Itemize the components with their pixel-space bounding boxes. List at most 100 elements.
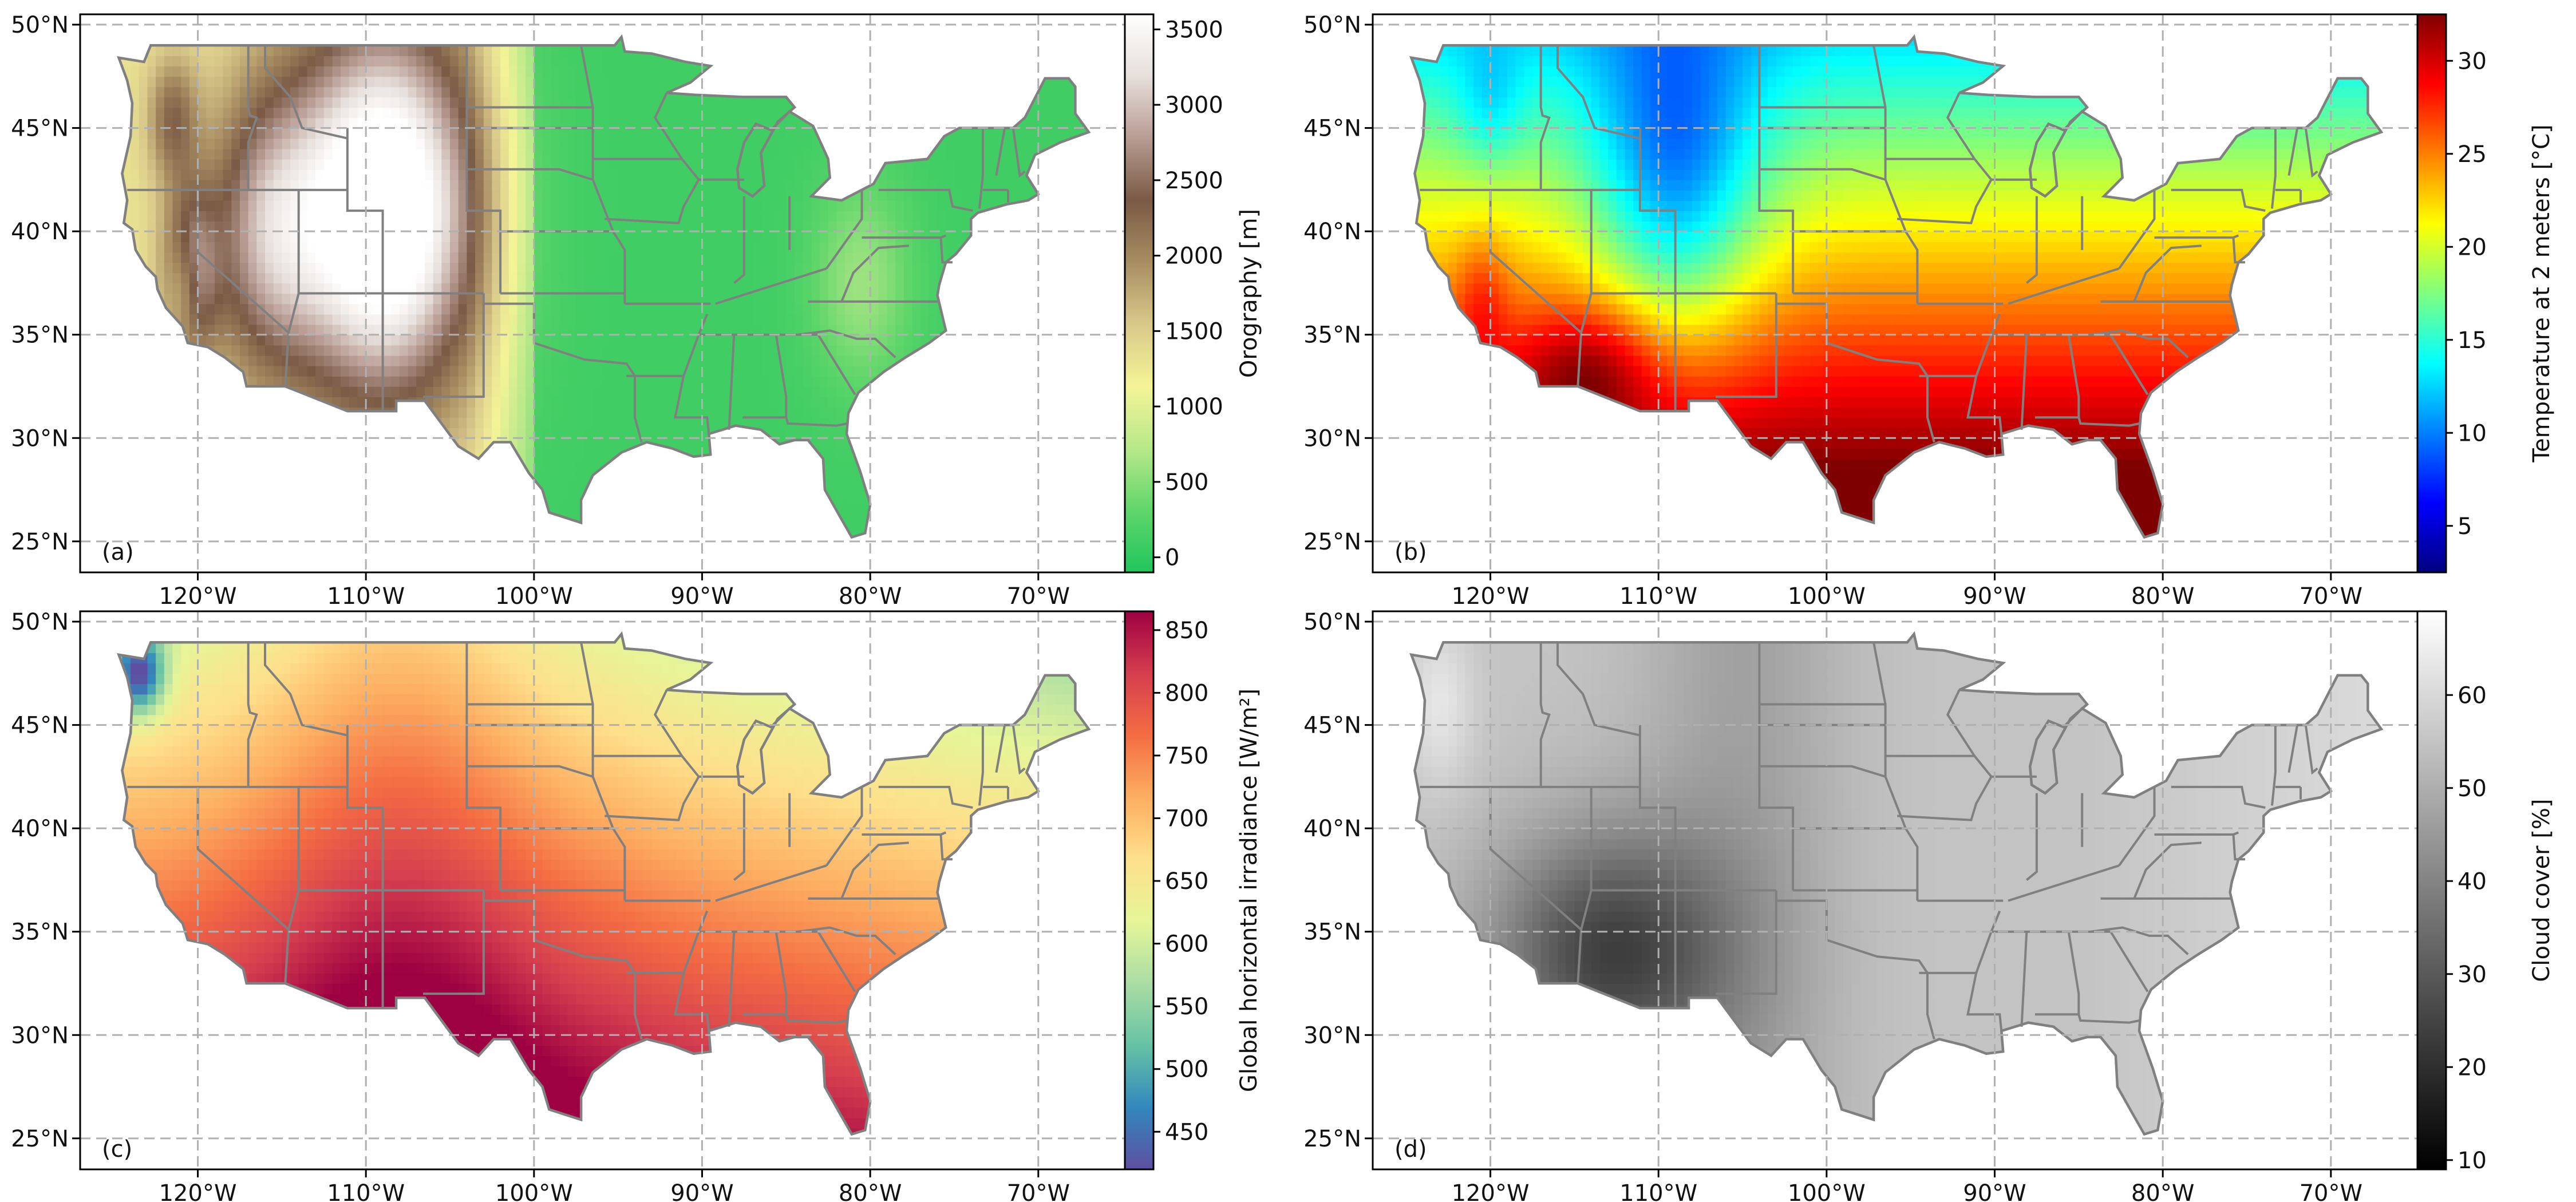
colorbar-tick-label: 40	[2458, 868, 2487, 895]
colorbar-tick-label: 650	[1165, 868, 1208, 895]
state-border	[2008, 267, 2120, 305]
lat-tick-label: 35°N	[11, 322, 69, 349]
colorbar-irradiance: 450 500 550 600 650 700 750 800 850 Global horizo…	[1124, 610, 1262, 1171]
panel-label: (b)	[1394, 539, 1427, 566]
lat-tick-label: 25°N	[1303, 529, 1361, 555]
lon-tick-label: 100°W	[495, 1180, 573, 1202]
state-border	[797, 926, 896, 955]
colorbar-tick-label: 60	[2458, 682, 2487, 709]
colorbar-gradient	[1124, 610, 1155, 1171]
state-border	[626, 971, 710, 1031]
colorbar-tick-label: 10	[2458, 1148, 2487, 1174]
lon-tick-label: 70°W	[1007, 1180, 1070, 1202]
state-border	[2077, 1014, 2140, 1024]
state-border	[2035, 931, 2080, 1016]
colorbar-tick-label: 450	[1165, 1119, 1208, 1145]
colorbar-tick-label: 1000	[1165, 394, 1223, 420]
coastline	[117, 631, 1091, 1136]
lon-tick-label: 120°W	[159, 1180, 237, 1202]
colorbar-orography: 0 500 1000 1500 2000 2500 3000 3500 Orography [m…	[1124, 13, 1262, 574]
lon-tick-label: 110°W	[327, 1180, 405, 1202]
state-border	[2287, 725, 2299, 773]
state-border	[2020, 931, 2028, 1027]
colorbar-tick-label: 30	[2458, 48, 2487, 74]
colorbar-temperature: 5 10 15 20 25 30 Temperature at 2 meters [°C]	[2416, 13, 2555, 574]
state-border	[2171, 188, 2266, 212]
lat-tick-label: 35°N	[1303, 919, 1361, 946]
state-border	[2035, 334, 2080, 419]
lat-tick-label: 45°N	[1303, 116, 1361, 142]
state-border	[939, 237, 953, 264]
state-border	[1919, 374, 2003, 434]
coastline	[1409, 34, 2384, 539]
colorbar-tick-label: 15	[2458, 327, 2487, 354]
lat-tick-label: 40°N	[11, 816, 69, 842]
state-border	[733, 793, 745, 881]
state-border	[2232, 237, 2245, 264]
lon-tick-label: 100°W	[1788, 1180, 1866, 1202]
state-border	[1012, 128, 1026, 178]
state-border	[797, 329, 896, 358]
state-border	[2133, 244, 2202, 302]
state-border	[2287, 128, 2299, 176]
state-border	[1759, 168, 1886, 181]
lat-tick-label: 25°N	[11, 1126, 69, 1152]
state-border	[264, 45, 348, 140]
state-border	[2026, 196, 2038, 284]
lon-tick-label: 120°W	[1452, 583, 1530, 610]
lat-tick-label: 40°N	[1303, 816, 1361, 842]
state-border	[264, 642, 348, 737]
state-border	[978, 128, 984, 209]
state-border	[742, 334, 788, 419]
state-border	[728, 931, 736, 1027]
colorbar-tick-label: 2500	[1165, 168, 1223, 194]
lon-tick-label: 80°W	[2131, 583, 2194, 610]
colorbar-tick-label: 700	[1165, 806, 1208, 832]
state-border	[423, 293, 485, 398]
colorbar-tick-label: 20	[2458, 234, 2487, 260]
map-panel-orography: 120°W 110°W 100°W 90°W 80°W 70°W 25°N 30°N 35°N 4…	[11, 12, 1262, 610]
map-panel-temperature: 120°W 110°W 100°W 90°W 80°W 70°W 25°N 30°N 35°N 4…	[1303, 12, 2555, 610]
state-border	[2232, 834, 2245, 861]
map-panel-irradiance: 120°W 110°W 100°W 90°W 80°W 70°W 25°N 30°N 35°N 4…	[11, 609, 1262, 1202]
state-border	[2008, 864, 2120, 902]
state-border	[1012, 725, 1026, 775]
colorbar-tick-label: 800	[1165, 680, 1208, 706]
state-border	[1539, 642, 1551, 787]
state-border	[995, 128, 1006, 176]
state-border	[2118, 786, 2156, 867]
state-border	[247, 642, 258, 787]
state-border	[715, 267, 827, 305]
lon-tick-label: 120°W	[1452, 1180, 1530, 1202]
state-border	[2077, 417, 2140, 427]
state-border	[840, 244, 909, 302]
state-border	[1556, 45, 1641, 140]
lon-tick-label: 70°W	[2300, 583, 2362, 610]
lon-tick-label: 100°W	[1788, 583, 1866, 610]
state-border	[840, 841, 909, 899]
map-panel-cloud_cover: 120°W 110°W 100°W 90°W 80°W 70°W 25°N 30°N 35°N 4…	[1303, 609, 2555, 1202]
lat-tick-label: 45°N	[11, 713, 69, 739]
lat-tick-label: 50°N	[1303, 12, 1361, 38]
state-border	[939, 834, 953, 861]
lat-tick-label: 40°N	[1303, 219, 1361, 245]
lon-tick-label: 70°W	[2300, 1180, 2362, 1202]
colorbar-tick-label: 500	[1165, 1057, 1208, 1083]
state-border	[978, 725, 984, 806]
coastline	[1409, 631, 2384, 1136]
state-border	[1758, 45, 1795, 294]
state-border	[715, 864, 827, 902]
state-border	[423, 890, 485, 995]
state-border	[1577, 189, 1593, 387]
panel-label: (c)	[102, 1136, 132, 1163]
state-border	[878, 785, 973, 809]
colorbar-cloud_cover: 10 20 30 40 50 60 Cloud cover [%]	[2416, 610, 2555, 1174]
state-border	[467, 168, 594, 181]
state-border	[465, 642, 502, 891]
colorbar-gradient	[2416, 13, 2447, 574]
lat-tick-label: 25°N	[11, 529, 69, 555]
lon-tick-label: 100°W	[495, 583, 573, 610]
colorbar-tick-label: 3000	[1165, 92, 1223, 118]
state-border	[1872, 642, 1919, 901]
lon-tick-label: 80°W	[839, 1180, 902, 1202]
